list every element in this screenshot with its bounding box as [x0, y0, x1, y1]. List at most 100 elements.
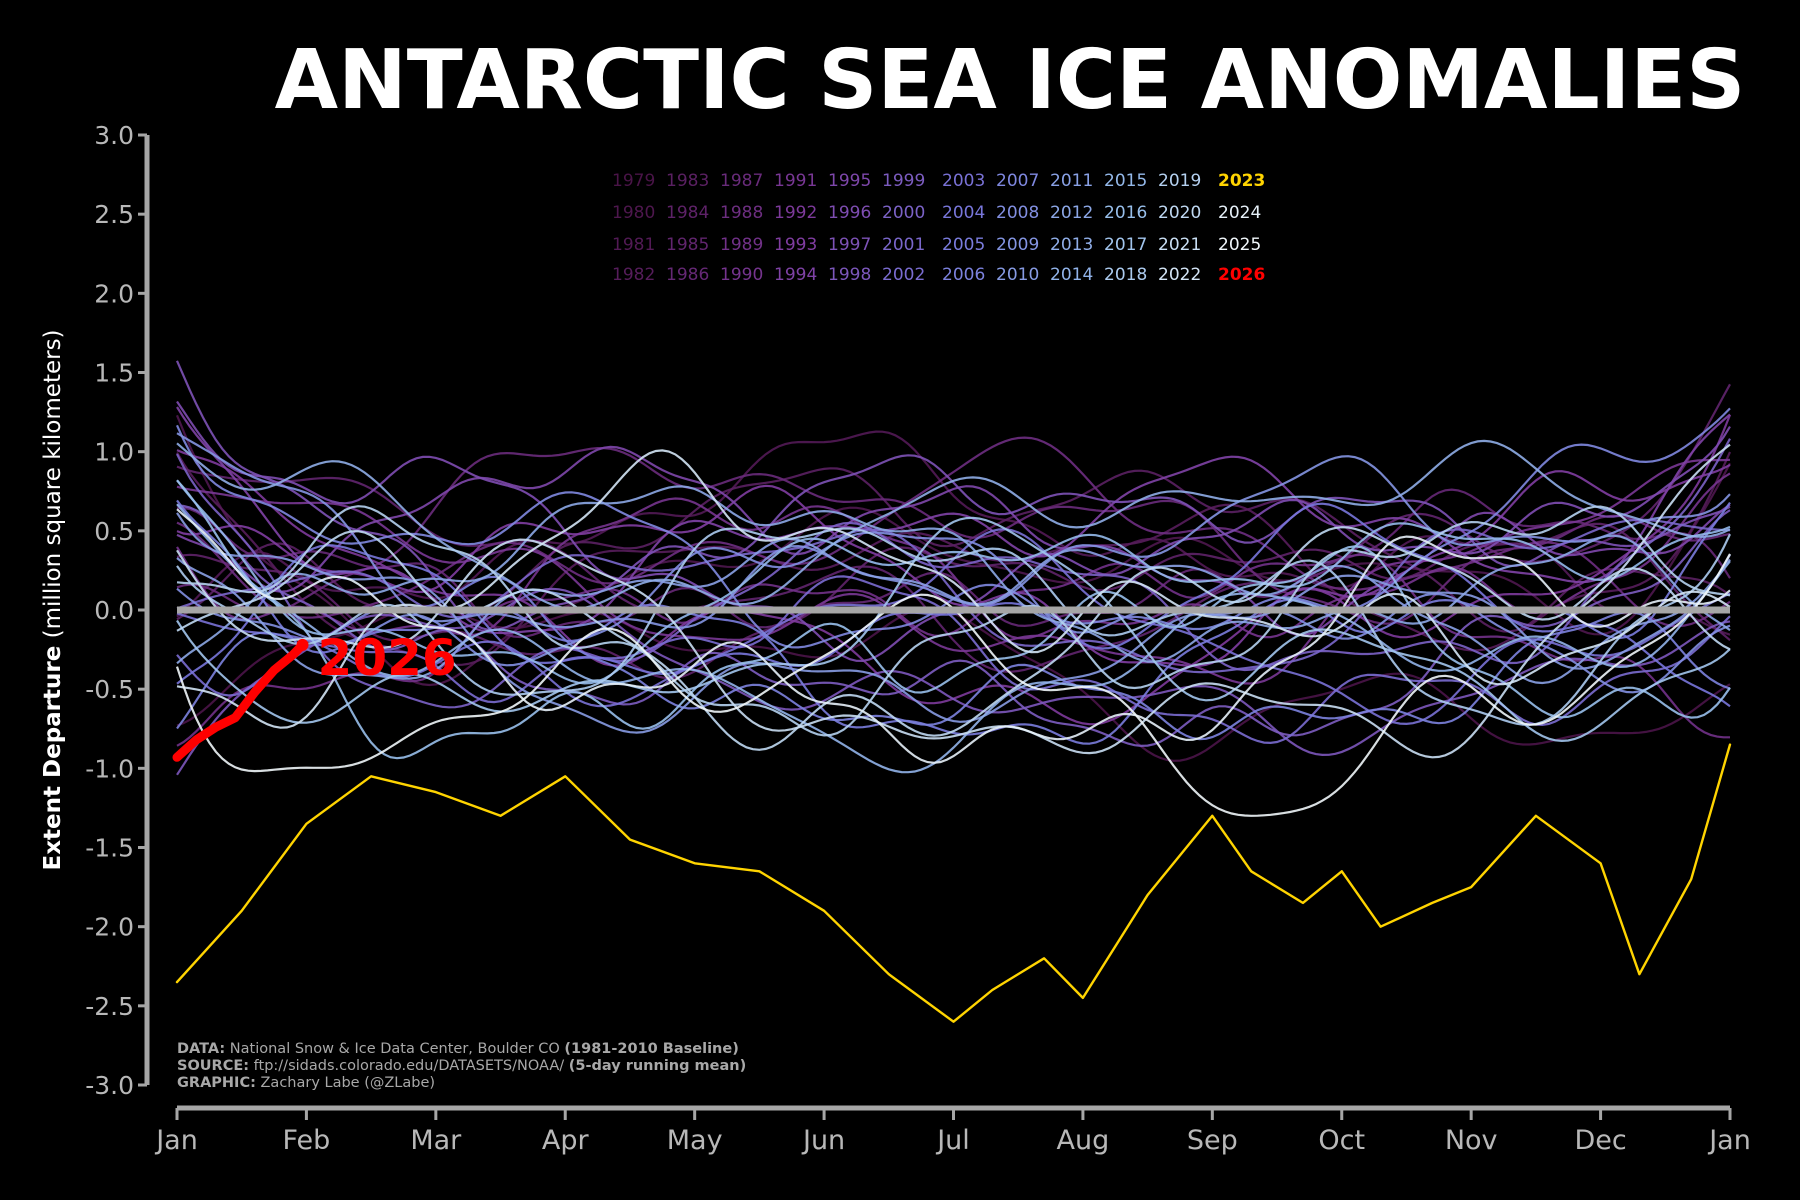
- x-tick-label: Aug: [1057, 1125, 1110, 1156]
- legend-year-1991: 1991: [774, 171, 817, 191]
- series-line-2023: [175, 743, 1732, 1023]
- x-tick-label: May: [667, 1125, 723, 1156]
- legend-year-1983: 1983: [666, 171, 709, 191]
- legend-year-2020: 2020: [1158, 203, 1201, 223]
- series-line-1991: [176, 458, 1731, 685]
- series-line-2017: [176, 516, 1731, 743]
- x-tick-label: Sep: [1187, 1125, 1238, 1156]
- legend-year-2001: 2001: [882, 235, 925, 255]
- legend-year-1986: 1986: [666, 265, 709, 285]
- legend-year-2010: 2010: [996, 265, 1039, 285]
- y-tick-label: -1.5: [85, 834, 134, 863]
- axes: 3.0 2.5 2.0 1.5 1.0 0.5 0.0 -0.5 -1.0 -1.5 -2.0 -2.…: [85, 121, 1751, 1156]
- series-line-2018: [176, 527, 1731, 726]
- legend-year-1998: 1998: [828, 265, 871, 285]
- series-line-2011: [176, 537, 1731, 685]
- legend-year-2003: 2003: [942, 171, 985, 191]
- legend-year-2005: 2005: [942, 235, 985, 255]
- legend-year-2000: 2000: [882, 203, 925, 223]
- legend-year-1985: 1985: [666, 235, 709, 255]
- legend-year-1989: 1989: [720, 235, 763, 255]
- legend-year-2018: 2018: [1104, 265, 1147, 285]
- series-end-label: 2026: [318, 629, 457, 687]
- legend-year-2012: 2012: [1050, 203, 1093, 223]
- x-tick-label: Feb: [283, 1125, 331, 1156]
- y-tick-label: -2.5: [85, 992, 134, 1021]
- series-line-2021: [176, 443, 1731, 759]
- y-tick-label: 0.5: [94, 517, 134, 546]
- y-tick-label: 2.0: [94, 279, 134, 308]
- legend-year-1993: 1993: [774, 235, 817, 255]
- legend-year-1995: 1995: [828, 171, 871, 191]
- y-tick-label: 1.5: [94, 359, 134, 388]
- legend-year-1981: 1981: [612, 235, 655, 255]
- y-axis-label: Extent Departure (million square kilomet…: [40, 329, 66, 870]
- series-line-2016: [176, 479, 1731, 760]
- legend-year-2016: 2016: [1104, 203, 1147, 223]
- legend-year-1987: 1987: [720, 171, 763, 191]
- series-line-2012: [176, 485, 1731, 665]
- legend-year-1988: 1988: [720, 203, 763, 223]
- series-line-2015: [176, 479, 1731, 685]
- key-series: 2026: [172, 629, 1732, 1023]
- credit-line: DATA: National Snow & Ice Data Center, B…: [177, 1041, 739, 1057]
- series-line-2024: [176, 508, 1731, 764]
- series-line-1995: [176, 445, 1731, 637]
- legend-year-2006: 2006: [942, 265, 985, 285]
- legend-year-1999: 1999: [882, 171, 925, 191]
- series-line-2010: [176, 512, 1731, 734]
- series-line-1999: [176, 504, 1731, 748]
- legend-year-1979: 1979: [612, 171, 655, 191]
- x-tick-label: Jan: [154, 1125, 198, 1156]
- legend-year-2014: 2014: [1050, 265, 1093, 285]
- y-tick-label: -2.0: [85, 913, 134, 942]
- legend-year-2002: 2002: [882, 265, 925, 285]
- legend-year-1994: 1994: [774, 265, 817, 285]
- series-line-2000: [176, 438, 1731, 709]
- x-tick-label: Jan: [1707, 1125, 1751, 1156]
- credits: DATA: National Snow & Ice Data Center, B…: [177, 1041, 746, 1091]
- legend-year-2004: 2004: [942, 203, 985, 223]
- legend-year-1996: 1996: [828, 203, 871, 223]
- y-tick-label: 0.0: [94, 596, 134, 625]
- x-tick-label: Jun: [801, 1125, 845, 1156]
- series-line-2013: [176, 439, 1731, 610]
- chart-title: ANTARCTIC SEA ICE ANOMALIES: [275, 33, 1746, 128]
- legend-year-1990: 1990: [720, 265, 763, 285]
- legend-year-2008: 2008: [996, 203, 1039, 223]
- legend: 1979 1983 1987 1991 1995 1999 2003 2007 2011 2015…: [612, 171, 1265, 285]
- legend-year-2024: 2024: [1218, 203, 1261, 223]
- x-tick-label: Jul: [935, 1125, 970, 1156]
- series-line-1987: [176, 447, 1731, 625]
- y-tick-label: -1.0: [85, 754, 134, 783]
- credit-line: GRAPHIC: Zachary Labe (@ZLabe): [177, 1075, 435, 1091]
- y-tick-label: 1.0: [94, 438, 134, 467]
- series-line-1986: [176, 488, 1731, 639]
- series-line-2020: [176, 526, 1731, 751]
- legend-year-1982: 1982: [612, 265, 655, 285]
- series-endpoint-2026: [296, 638, 309, 651]
- credit-line: SOURCE: ftp://sidads.colorado.edu/DATASE…: [177, 1058, 746, 1074]
- legend-year-2009: 2009: [996, 235, 1039, 255]
- legend-year-2007: 2007: [996, 171, 1039, 191]
- legend-year-1984: 1984: [666, 203, 709, 223]
- series-line-2006: [176, 575, 1731, 741]
- x-tick-label: Nov: [1445, 1125, 1498, 1156]
- x-tick-label: Mar: [410, 1125, 462, 1156]
- series-line-2014: [176, 503, 1731, 774]
- series-line-2002: [176, 575, 1731, 745]
- legend-year-2015: 2015: [1104, 171, 1147, 191]
- x-tick-label: Apr: [542, 1125, 590, 1156]
- y-tick-label: 3.0: [94, 121, 134, 150]
- series-line-2004: [176, 502, 1731, 708]
- series-line-2026: [172, 640, 307, 762]
- legend-year-2023: 2023: [1218, 171, 1265, 191]
- legend-year-2025: 2025: [1218, 235, 1261, 255]
- x-tick-label: Oct: [1318, 1125, 1365, 1156]
- legend-year-2021: 2021: [1158, 235, 1201, 255]
- y-tick-label: -3.0: [85, 1071, 134, 1100]
- legend-year-1992: 1992: [774, 203, 817, 223]
- legend-year-2022: 2022: [1158, 265, 1201, 285]
- y-tick-label: -0.5: [85, 675, 134, 704]
